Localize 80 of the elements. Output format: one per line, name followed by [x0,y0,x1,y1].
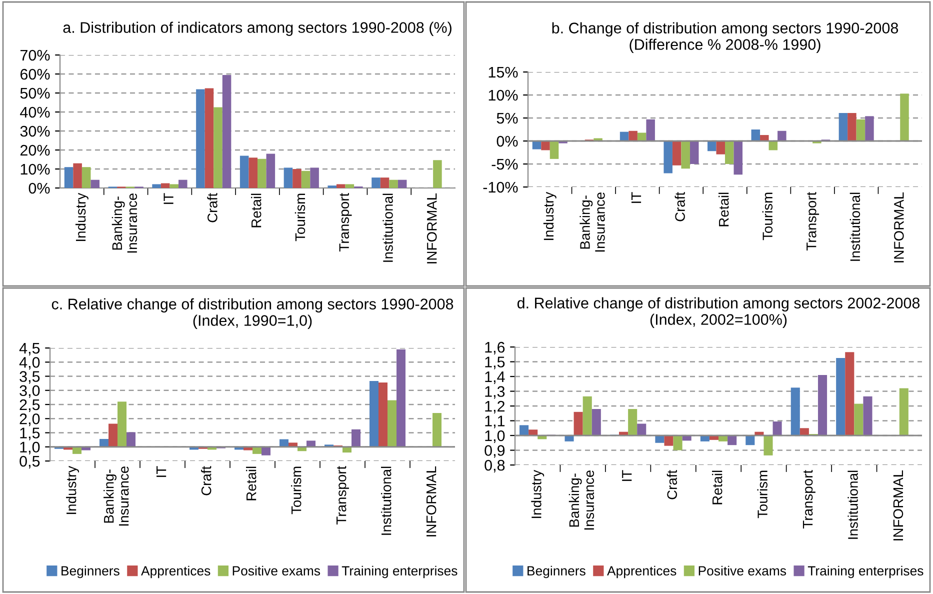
y-tick-label: 1,2 [485,400,505,414]
y-tick-label: 5% [496,112,518,124]
x-tick-label: Retail [718,192,729,226]
x-tick-label: Retail [251,194,262,228]
y-tick-label: 3,5 [20,371,40,384]
x-tick-label: Tourism [762,192,773,240]
y-tick-label: 1,5 [20,428,40,440]
x-tick-label: Banking- Insurance [104,466,129,526]
x-tick-label: INFORMAL [426,193,437,264]
y-tick-label: 10% [20,164,50,175]
x-tick-label: Transport [806,192,820,250]
x-tick-label: Institutional [382,194,393,262]
y-tick-label: 30% [20,126,50,137]
x-tick-label: Transport [339,192,352,252]
x-tick-label: Industry [531,470,544,518]
legend-label: Apprentices [607,566,676,578]
x-tick-label: Craft [674,192,685,222]
chart-title: d. Relative change of distribution among sectors 2002-2008 (Index, 2002=100%) [517,297,920,328]
y-tick-label: 2,5 [20,399,40,412]
y-tick-label: 40% [20,106,50,118]
y-tick-label: 60% [20,68,50,80]
y-tick-label: 4,5 [19,343,40,356]
y-tick-label: 1,0 [20,442,40,454]
x-tick-label: INFORMAL [426,466,436,536]
legend-label: Positive exams [232,566,320,576]
x-tick-label: IT [622,470,632,481]
x-tick-label: Banking- Insurance [568,470,594,530]
chart-title: a. Distribution of indicators among sectors 1990-2008 (%) [63,22,452,36]
y-tick-label: 0,9 [484,445,505,458]
x-tick-label: Craft [207,192,218,222]
x-tick-label: Industry [66,466,79,514]
y-tick-label: -5% [492,158,518,170]
y-tick-label: 1,6 [485,342,505,354]
x-tick-label: IT [156,466,166,477]
x-tick-label: IT [164,193,174,204]
x-tick-label: IT [631,192,642,203]
x-tick-label: Institutional [381,466,392,535]
y-tick-label: 0% [28,182,50,194]
y-tick-label: 50% [20,88,50,99]
y-tick-label: 15% [488,66,518,78]
x-tick-label: Craft [201,466,212,496]
y-tick-label: 3,0 [20,385,40,398]
y-tick-label: 10% [488,90,518,101]
legend-label: Beginners [528,566,586,578]
legend-label: Training enterprises [342,566,458,578]
x-tick-label: Banking- Insurance [112,193,138,253]
legend-label: Beginners [62,566,120,578]
x-tick-label: Institutional [848,470,858,539]
x-tick-label: Tourism [757,470,768,518]
x-tick-label: Industry [75,192,88,241]
y-tick-label: 1,4 [485,372,505,384]
y-tick-label: 4,0 [19,356,40,370]
x-tick-label: Banking- Insurance [580,192,605,252]
x-tick-label: Retail [246,466,256,500]
legend-label: Positive exams [698,566,786,576]
x-tick-label: Tourism [294,194,306,242]
y-tick-label: 70% [20,50,50,61]
y-tick-label: 1,1 [485,416,505,428]
legend-label: Training enterprises [808,566,924,578]
y-tick-label: 1,5 [485,356,505,370]
chart-title: b. Change of distribution among sectors 1990-2008 (Difference % 2008-% 1990) [552,22,898,53]
x-tick-label: Craft [666,470,678,500]
x-tick-label: INFORMAL [893,470,904,540]
y-tick-label: 0,8 [484,460,505,472]
x-tick-label: Institutional [850,192,860,261]
x-tick-label: Transport [802,470,816,528]
y-tick-label: 2,0 [20,413,40,426]
y-tick-label: 20% [20,144,50,156]
x-tick-label: Transport [336,466,349,524]
y-tick-label: 1,3 [485,386,505,399]
legend-label: Apprentices [141,566,210,578]
y-tick-label: -10% [483,182,518,193]
x-tick-label: Industry [543,192,556,240]
x-tick-label: INFORMAL [894,192,904,262]
x-tick-label: Tourism [291,466,302,514]
x-tick-label: Retail [712,470,722,504]
y-tick-label: 0% [496,136,518,147]
y-tick-label: 1,0 [485,430,505,443]
chart-title: c. Relative change of distribution among sectors 1990-2008 (Index, 1990=1,0) [52,298,454,329]
y-tick-label: 0,5 [20,456,40,468]
